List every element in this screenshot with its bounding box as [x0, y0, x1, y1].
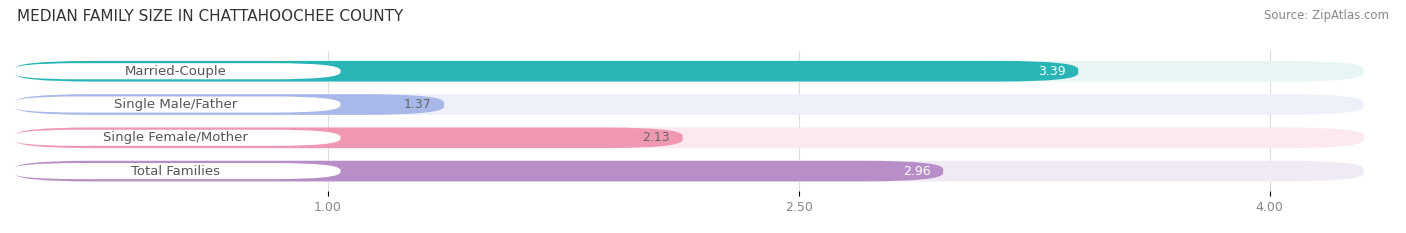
FancyBboxPatch shape [14, 61, 1364, 82]
FancyBboxPatch shape [11, 63, 340, 79]
FancyBboxPatch shape [14, 127, 683, 148]
Text: Single Female/Mother: Single Female/Mother [103, 131, 247, 144]
Text: MEDIAN FAMILY SIZE IN CHATTAHOOCHEE COUNTY: MEDIAN FAMILY SIZE IN CHATTAHOOCHEE COUN… [17, 9, 404, 24]
FancyBboxPatch shape [14, 161, 1364, 182]
FancyBboxPatch shape [14, 127, 1364, 148]
Text: Total Families: Total Families [131, 164, 221, 178]
FancyBboxPatch shape [14, 94, 444, 115]
FancyBboxPatch shape [11, 163, 340, 179]
FancyBboxPatch shape [11, 130, 340, 146]
Text: Married-Couple: Married-Couple [125, 65, 226, 78]
Text: 2.13: 2.13 [643, 131, 671, 144]
Text: 3.39: 3.39 [1038, 65, 1066, 78]
Text: Source: ZipAtlas.com: Source: ZipAtlas.com [1264, 9, 1389, 22]
FancyBboxPatch shape [14, 161, 943, 182]
FancyBboxPatch shape [14, 61, 1078, 82]
Text: 1.37: 1.37 [404, 98, 432, 111]
FancyBboxPatch shape [14, 94, 1364, 115]
Text: Single Male/Father: Single Male/Father [114, 98, 238, 111]
FancyBboxPatch shape [11, 96, 340, 113]
Text: 2.96: 2.96 [903, 164, 931, 178]
